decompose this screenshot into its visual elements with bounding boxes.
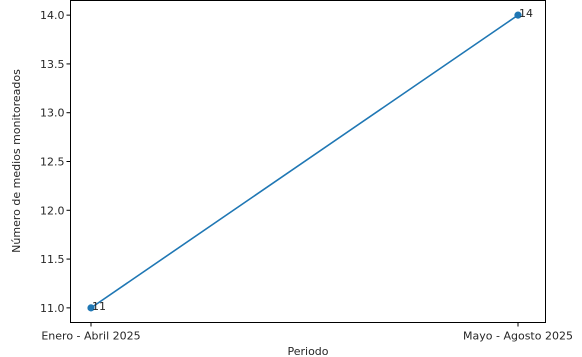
y-tick-label: 11.5: [40, 253, 65, 266]
plot-area: [70, 0, 546, 323]
y-tick-label: 14.0: [40, 9, 65, 22]
x-tick-label: Enero - Abril 2025: [41, 330, 140, 343]
x-tick-label: Mayo - Agosto 2025: [463, 330, 573, 343]
plot-frame: [70, 0, 546, 323]
series-line: [90, 14, 519, 309]
y-tick-label: 13.5: [40, 58, 65, 71]
y-tick-label: 13.0: [40, 107, 65, 120]
data-label-layer: 11 14: [92, 7, 533, 313]
x-axis-title: Periodo: [287, 345, 328, 357]
y-tick-label: 11.0: [40, 302, 65, 315]
x-axis: Enero - Abril 2025 Mayo - Agosto 2025: [41, 322, 573, 343]
data-point: [514, 11, 522, 19]
data-label: 14: [519, 7, 533, 20]
data-label: 11: [92, 300, 106, 313]
y-axis: 11.0 11.5 12.0 12.5 13.0 13.5 14.0: [40, 9, 71, 315]
data-point: [87, 304, 95, 312]
y-axis-title: Número de medios monitoreados: [10, 69, 23, 253]
series-layer: [87, 11, 522, 312]
y-tick-label: 12.0: [40, 204, 65, 217]
y-tick-label: 12.5: [40, 156, 65, 169]
